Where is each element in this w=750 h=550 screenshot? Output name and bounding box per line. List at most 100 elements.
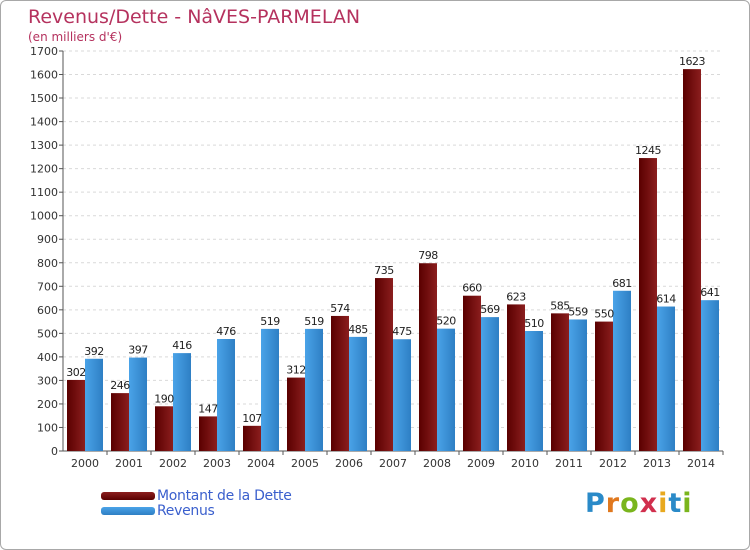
y-tick-label: 1300 [30,139,58,152]
logo-letter: o [620,488,640,519]
data-label-revenue: 614 [656,293,676,306]
legend-label-debt: Montant de la Dette [157,488,292,504]
y-tick-label: 1500 [30,92,58,105]
bar-debt [551,313,569,451]
y-tick-label: 500 [37,327,58,340]
x-tick-label: 2003 [203,457,231,470]
chart-subtitle: (en milliers d'€) [28,30,123,44]
bar-debt [155,406,173,451]
data-label-revenue: 475 [392,325,412,338]
data-label-debt: 147 [198,402,218,415]
bar-revenue [437,328,455,451]
logo-letter: i [658,488,669,519]
data-label-debt: 574 [330,302,350,315]
data-label-revenue: 392 [84,345,104,358]
y-tick-label: 1400 [30,116,58,129]
logo-letter: r [605,488,621,519]
y-tick-label: 0 [51,445,58,458]
bar-revenue [613,290,631,451]
y-tick-label: 800 [37,257,58,270]
data-label-revenue: 519 [260,315,280,328]
bar-debt [463,295,481,451]
bar-debt [111,393,129,451]
legend-label-revenue: Revenus [157,503,215,519]
data-label-revenue: 569 [480,303,500,316]
x-tick-label: 2004 [247,457,275,470]
y-tick-label: 700 [37,280,58,293]
bar-revenue [349,336,367,451]
x-tick-label: 2007 [379,457,407,470]
x-tick-label: 2001 [115,457,143,470]
bar-debt [507,304,525,451]
bar-debt [331,315,349,451]
x-tick-label: 2002 [159,457,187,470]
data-label-revenue: 485 [348,323,368,336]
y-tick-label: 1200 [30,163,58,176]
data-label-revenue: 520 [436,315,456,328]
data-label-debt: 798 [418,249,438,262]
data-label-debt: 302 [66,366,86,379]
data-label-debt: 246 [110,379,130,392]
x-tick-label: 2010 [511,457,539,470]
y-tick-label: 600 [37,304,58,317]
bar-debt [67,379,85,451]
bar-revenue [261,328,279,451]
bar-debt [595,321,613,451]
bar-debt [419,263,437,451]
data-label-revenue: 641 [700,286,720,299]
y-tick-label: 1700 [30,45,58,58]
data-label-debt: 190 [154,392,174,405]
data-label-revenue: 510 [524,317,544,330]
legend-item-revenue: Revenus [101,503,215,519]
y-tick-label: 200 [37,398,58,411]
bar-debt [199,416,217,451]
y-tick-label: 900 [37,233,58,246]
data-label-debt: 312 [286,364,306,377]
y-tick-label: 300 [37,374,58,387]
legend-item-debt: Montant de la Dette [101,488,292,504]
y-tick-label: 1100 [30,186,58,199]
bar-revenue [393,339,411,451]
data-label-debt: 1245 [635,144,661,157]
data-label-debt: 735 [374,264,394,277]
bar-revenue [217,339,235,451]
x-tick-label: 2006 [335,457,363,470]
bar-debt [243,425,261,451]
bar-revenue [305,328,323,451]
bar-revenue [85,358,103,451]
x-tick-label: 2013 [643,457,671,470]
data-label-revenue: 681 [612,277,632,290]
bar-debt [287,377,305,451]
x-tick-label: 2011 [555,457,583,470]
y-tick-label: 400 [37,351,58,364]
bar-revenue [481,317,499,451]
logo-letter: x [639,488,659,519]
x-tick-label: 2005 [291,457,319,470]
data-label-debt: 585 [550,299,570,312]
data-label-debt: 623 [506,290,526,303]
data-label-debt: 1623 [679,55,705,68]
legend-swatch-debt [101,492,155,500]
bar-debt [375,278,393,451]
data-label-debt: 107 [242,412,262,425]
x-tick-label: 2014 [687,457,715,470]
proxiti-logo: Proxiti [585,488,693,519]
bar-revenue [129,357,147,451]
y-tick-label: 1000 [30,210,58,223]
chart-title: Revenus/Dette - NâVES-PARMELAN [28,6,361,28]
data-label-revenue: 559 [568,305,588,318]
data-label-debt: 660 [462,282,482,295]
data-label-debt: 550 [594,308,614,321]
data-label-revenue: 416 [172,339,192,352]
bar-debt [639,158,657,451]
bar-revenue [569,319,587,451]
legend-swatch-revenue [101,507,155,515]
y-tick-label: 100 [37,421,58,434]
y-tick-label: 1600 [30,69,58,82]
logo-letter: t [668,488,683,519]
bar-revenue [701,300,719,451]
bar-revenue [525,331,543,451]
data-label-revenue: 519 [304,315,324,328]
